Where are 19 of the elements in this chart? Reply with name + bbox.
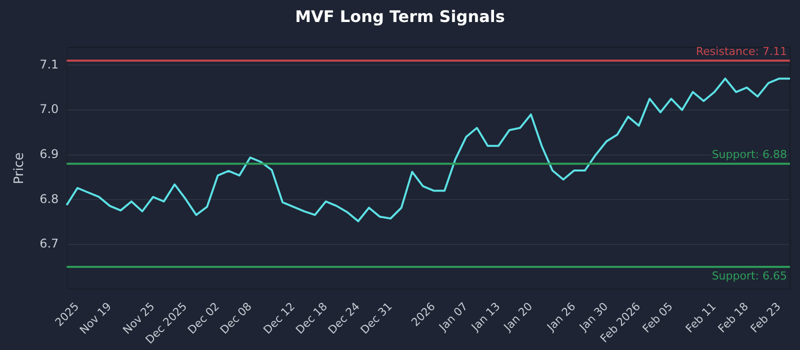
y-tick-label: 6.8 <box>40 192 59 206</box>
x-tick-label: Nov 19 <box>77 300 114 337</box>
y-tick-label: 7.1 <box>40 57 59 72</box>
ref-line-label: Support: 6.65 <box>712 269 787 282</box>
y-axis-title: Price <box>12 152 28 184</box>
x-tick-label: Dec 08 <box>218 300 254 337</box>
y-tick-label: 7.0 <box>40 102 59 116</box>
x-tick-label: Dec 31 <box>358 300 395 337</box>
chart-title: MVF Long Term Signals <box>294 6 506 28</box>
x-tick-label: Jan 07 <box>436 300 470 334</box>
ref-line-label: Resistance: 7.11 <box>696 45 787 58</box>
x-tick-label: Feb 23 <box>748 300 784 336</box>
y-tick-label: 6.9 <box>40 146 59 161</box>
x-tick-label: Feb 05 <box>640 300 676 336</box>
x-tick-label: Jan 13 <box>468 300 503 334</box>
y-tick-label: 6.7 <box>40 236 59 251</box>
x-tick-label: Jan 26 <box>544 300 578 334</box>
ref-line-label: Support: 6.88 <box>712 148 787 162</box>
x-tick-label: Jan 20 <box>500 300 536 334</box>
